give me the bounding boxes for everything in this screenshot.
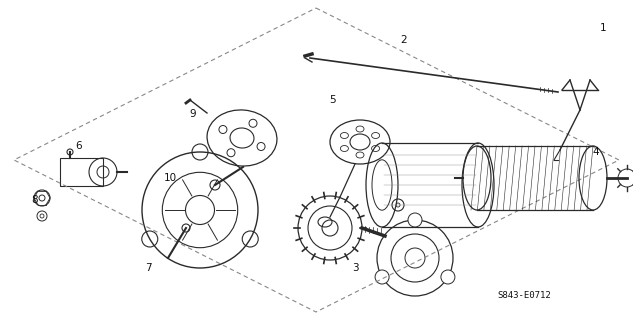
Text: 4: 4 [592, 147, 599, 157]
Text: S843-E0712: S843-E0712 [497, 292, 551, 300]
Text: 10: 10 [163, 173, 177, 183]
Text: 5: 5 [329, 95, 335, 105]
Text: 8: 8 [32, 195, 39, 205]
Text: 3: 3 [352, 263, 358, 273]
Text: 2: 2 [401, 35, 407, 45]
Text: 9: 9 [190, 109, 196, 119]
Circle shape [441, 270, 455, 284]
Text: 6: 6 [76, 141, 82, 151]
Circle shape [375, 270, 389, 284]
Circle shape [408, 213, 422, 227]
Text: 7: 7 [145, 263, 151, 273]
Text: 1: 1 [599, 23, 606, 33]
